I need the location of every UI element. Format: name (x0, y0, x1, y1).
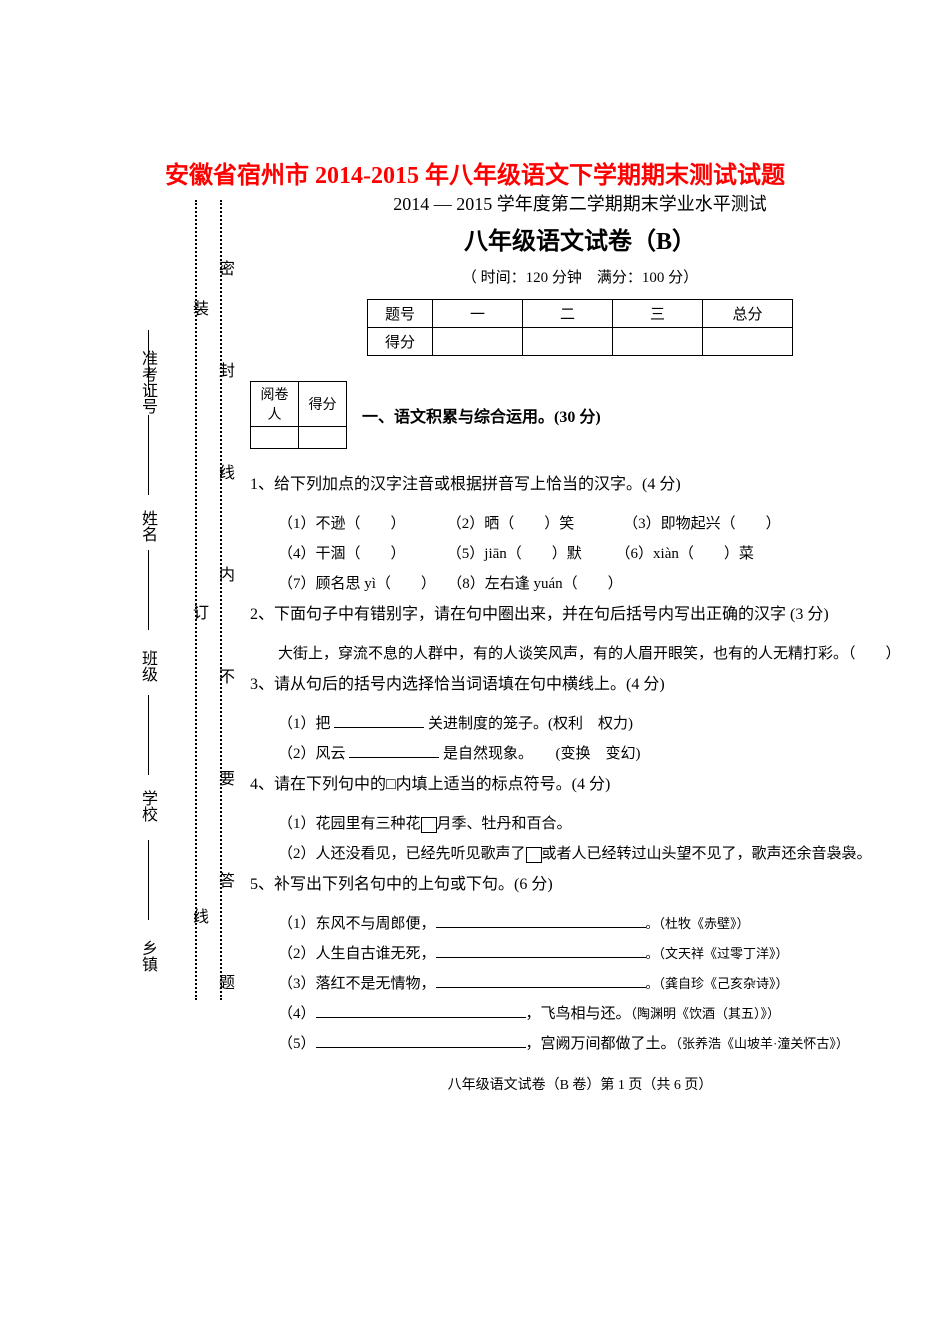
q3-items: （1）把 关进制度的笼子。(权利 权力) （2）风云 是自然现象。 (变换 变幻… (250, 709, 910, 769)
q5-3-cite: 。（龚自珍《己亥杂诗》） (646, 976, 789, 991)
blank (316, 1047, 526, 1048)
subtitle: 2014 — 2015 学年度第二学期期末学业水平测试 (250, 190, 910, 216)
score-2 (523, 328, 613, 356)
q1-4: （4）干涸（ ） (278, 546, 398, 562)
th-1: 一 (433, 300, 523, 328)
q5-4: （4） (278, 1006, 316, 1022)
th-label: 题号 (368, 300, 433, 328)
box-char (421, 817, 437, 833)
blank (436, 987, 646, 988)
score-table: 题号 一 二 三 总分 得分 (367, 299, 793, 356)
q5-items: （1）东风不与周郎便， 。（杜牧《赤壁》） （2）人生自古谁无死， 。（文天祥《过零… (250, 909, 910, 1059)
label-xiangzhen: 乡镇 (135, 940, 159, 972)
q3-2a: （2）风云 (278, 746, 349, 762)
question-2: 2、下面句子中有错别字，请在句中圈出来，并在句后括号内写出正确的汉字 (3 分) (250, 599, 910, 631)
q4-1a: （1）花园里有三种花 (278, 816, 421, 832)
q5-1: （1）东风不与周郎便， (278, 916, 436, 932)
q3-1b: 关进制度的笼子。(权利 权力) (424, 716, 633, 732)
exam-title: 八年级语文试卷（B） (250, 221, 910, 256)
label-banji: 班级 (135, 650, 159, 682)
q3-1a: （1）把 (278, 716, 334, 732)
q1-6: （6）xiàn（ ）菜 (616, 546, 754, 562)
th-2: 二 (523, 300, 613, 328)
score-cell (299, 427, 347, 449)
content-area: 2014 — 2015 学年度第二学期期末学业水平测试 八年级语文试卷（B） （… (250, 190, 910, 1094)
question-5: 5、补写出下列名句中的上句或下句。(6 分) (250, 869, 910, 901)
section-header: 阅卷人 得分 一、语文积累与综合运用。(30 分) (250, 381, 910, 449)
q1-5: （5）jiān（ ）默 (447, 546, 582, 562)
score-1 (433, 328, 523, 356)
score-label: 得分 (368, 328, 433, 356)
q1-1: （1）不逊（ ） (278, 516, 398, 532)
q1-8: （8）左右逢 yuán（ ） (447, 576, 622, 592)
score-label2: 得分 (299, 382, 347, 427)
q1-3: （3）即物起兴（ ） (623, 516, 781, 532)
th-total: 总分 (703, 300, 793, 328)
q5-5-cite: （张养浩《山坡羊·潼关怀古》） (676, 1036, 849, 1051)
q2-text: 大街上，穿流不息的人群中，有的人谈笑风声，有的人眉开眼笑，也有的人无精打彩。（ … (250, 639, 910, 669)
q4-2b: 或者人已经转过山头望不见了，歌声还余音袅袅。 (542, 846, 872, 862)
blank (436, 957, 646, 958)
q5-5: （5） (278, 1036, 316, 1052)
q3-2b: 是自然现象。 (变换 变幻) (439, 746, 640, 762)
label-xuexiao: 学校 (135, 790, 159, 822)
th-3: 三 (613, 300, 703, 328)
seal-line-text: 装 订 线 (186, 300, 210, 984)
label-zhunkao: 准考证号 (135, 350, 159, 414)
exam-info: （ 时间：120 分钟 满分：100 分） (250, 266, 910, 287)
q4-1b: 月季、牡丹和百合。 (437, 816, 572, 832)
q5-1-cite: 。（杜牧《赤壁》） (646, 916, 750, 931)
label-xingming: 姓名 (135, 510, 159, 542)
blank (436, 927, 646, 928)
blank (349, 757, 439, 758)
grader-label: 阅卷人 (251, 382, 299, 427)
grading-box: 阅卷人 得分 (250, 381, 347, 449)
blank (334, 727, 424, 728)
section-1-title: 一、语文积累与综合运用。(30 分) (362, 403, 601, 427)
q5-5b: ，宫阙万间都做了土。 (526, 1036, 676, 1052)
q5-3: （3）落红不是无情物， (278, 976, 436, 992)
q4-items: （1）花园里有三种花月季、牡丹和百合。 （2）人还没看见，已经先听见歌声了或者人… (250, 809, 910, 869)
q5-2: （2）人生自古谁无死， (278, 946, 436, 962)
score-3 (613, 328, 703, 356)
blank (316, 1017, 526, 1018)
main-title: 安徽省宿州市 2014-2015 年八年级语文下学期期末测试试题 (0, 0, 950, 190)
q5-4-cite: （陶渊明《饮酒（其五）》） (631, 1006, 781, 1021)
q5-2-cite: 。（文天祥《过零丁洋》） (646, 946, 789, 961)
question-3: 3、请从句后的括号内选择恰当词语填在句中横线上。(4 分) (250, 669, 910, 701)
question-4: 4、请在下列句中的□内填上适当的标点符号。(4 分) (250, 769, 910, 801)
box-char (526, 847, 542, 863)
binding-margin: 乡镇 学校 班级 姓名 准考证号 装 订 线 密 封 线 内 不 要 答 题 (140, 200, 240, 1000)
inner-line-text: 密 封 线 内 不 要 答 题 (212, 260, 236, 1025)
page-footer: 八年级语文试卷（B 卷）第 1 页（共 6 页） (250, 1074, 910, 1094)
q1-items: （1）不逊（ ） （2）晒（ ）笑 （3）即物起兴（ ） （4）干涸（ ） （5… (250, 509, 910, 599)
q1-7: （7）顾名思 yì（ ） (278, 576, 428, 592)
q4-2a: （2）人还没看见，已经先听见歌声了 (278, 846, 526, 862)
q5-4b: ，飞鸟相与还。 (526, 1006, 631, 1022)
grader-cell (251, 427, 299, 449)
question-1: 1、给下列加点的汉字注音或根据拼音写上恰当的汉字。(4 分) (250, 469, 910, 501)
q1-2: （2）晒（ ）笑 (447, 516, 575, 532)
score-total (703, 328, 793, 356)
